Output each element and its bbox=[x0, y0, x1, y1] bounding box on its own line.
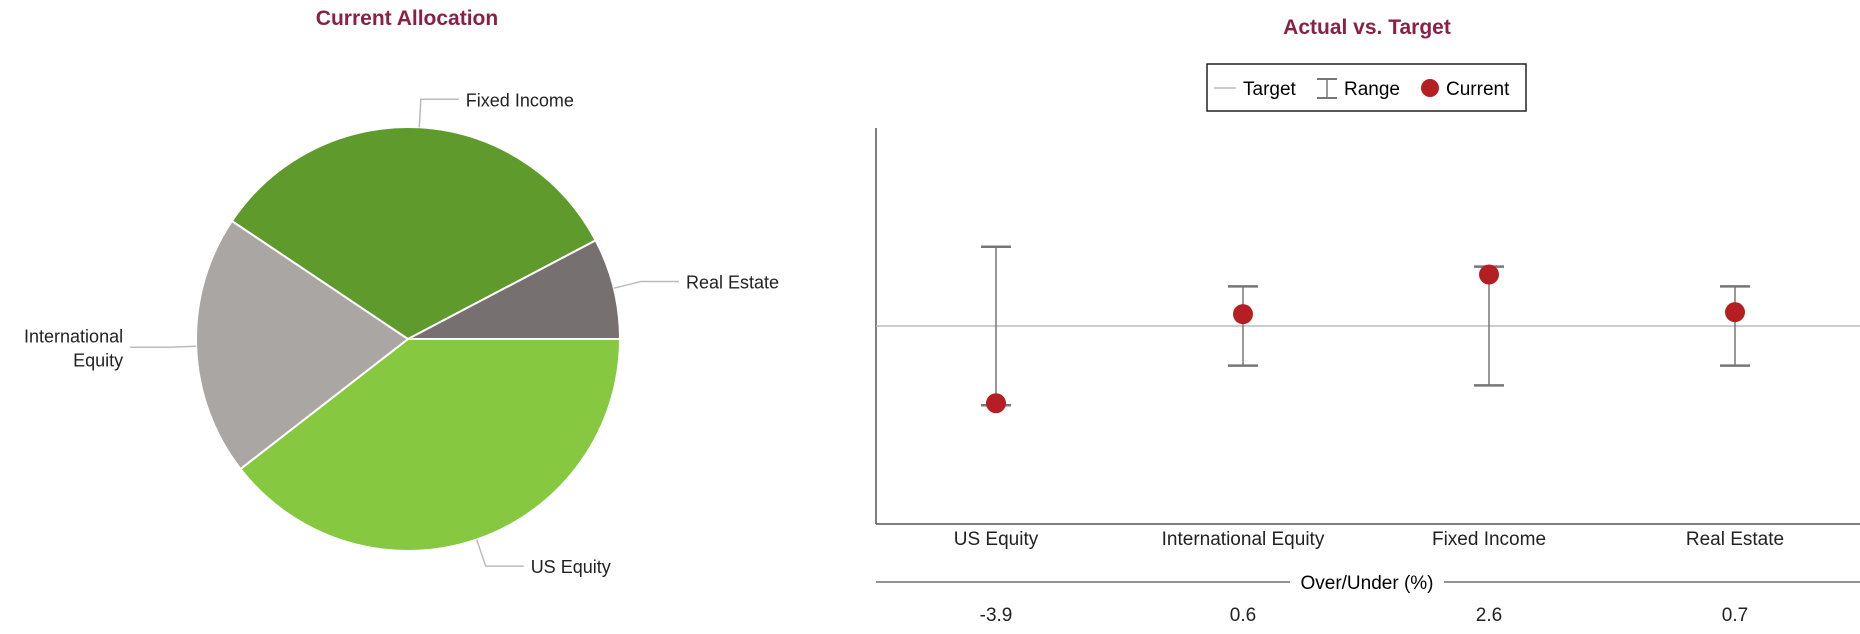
legend-range-label: Range bbox=[1344, 79, 1400, 100]
x-tick-label-real-estate: Real Estate bbox=[1686, 529, 1784, 550]
over-under-value-real-estate: 0.7 bbox=[1722, 605, 1748, 626]
legend-current-label: Current bbox=[1446, 79, 1510, 100]
pie-slice-real-estate bbox=[407, 239, 622, 340]
pie-label-real-estate: Real Estate bbox=[686, 273, 779, 293]
current-point-us-equity bbox=[986, 393, 1006, 414]
category-labels: US Equity International Equity Fixed Incom… bbox=[954, 529, 1784, 550]
current-point-real-estate bbox=[1725, 302, 1745, 323]
pie-slice-us-equity bbox=[239, 338, 622, 552]
over-under-value-us-equity: -3.9 bbox=[980, 605, 1013, 626]
leader-line-us-equity bbox=[475, 539, 524, 567]
current-point-fixed-income bbox=[1479, 264, 1499, 285]
pie-label-international-equity-line-2: Equity bbox=[73, 350, 123, 370]
pie-chart-title: Current Allocation bbox=[316, 7, 498, 30]
pie-labels: US Equity International Equity Fixed Income… bbox=[24, 90, 779, 577]
legend-box bbox=[1206, 63, 1527, 112]
pie-label-us-equity: US Equity bbox=[531, 557, 611, 577]
leader-line-real-estate bbox=[613, 280, 679, 289]
over-under-value-fixed-income: 2.6 bbox=[1476, 605, 1502, 626]
legend-range-swatch bbox=[1317, 78, 1337, 99]
pie-label-international-equity-line-1: International bbox=[24, 326, 123, 346]
pie-slice-fixed-income bbox=[230, 126, 598, 341]
range-chart-title: Actual vs. Target bbox=[1283, 16, 1451, 39]
leader-line-fixed-income bbox=[418, 98, 459, 128]
pie-slices bbox=[195, 126, 622, 552]
legend-target-label: Target bbox=[1243, 79, 1297, 100]
legend: Target Range Current bbox=[1206, 63, 1527, 112]
over-under-label: Over/Under (%) bbox=[1300, 573, 1433, 594]
pie-slice-international-equity bbox=[195, 219, 410, 471]
pie-chart: Current Allocation US Equity Internationa… bbox=[24, 7, 779, 577]
pie-label-fixed-income: Fixed Income bbox=[466, 90, 574, 110]
range-chart: Actual vs. Target Target Range Current U… bbox=[875, 16, 1860, 626]
over-under-value-international-equity: 0.6 bbox=[1230, 605, 1256, 626]
over-under-table: Over/Under (%) -3.9 0.6 2.6 0.7 bbox=[876, 573, 1860, 626]
x-tick-label-us-equity: US Equity bbox=[954, 529, 1039, 550]
current-point-international-equity bbox=[1233, 304, 1253, 325]
legend-current-swatch bbox=[1421, 79, 1439, 97]
x-tick-label-fixed-income: Fixed Income bbox=[1432, 529, 1546, 550]
leader-line-international-equity bbox=[130, 345, 197, 349]
x-tick-label-international-equity: International Equity bbox=[1162, 529, 1325, 550]
range-marks bbox=[981, 245, 1750, 414]
over-under-values: -3.9 0.6 2.6 0.7 bbox=[980, 605, 1749, 626]
